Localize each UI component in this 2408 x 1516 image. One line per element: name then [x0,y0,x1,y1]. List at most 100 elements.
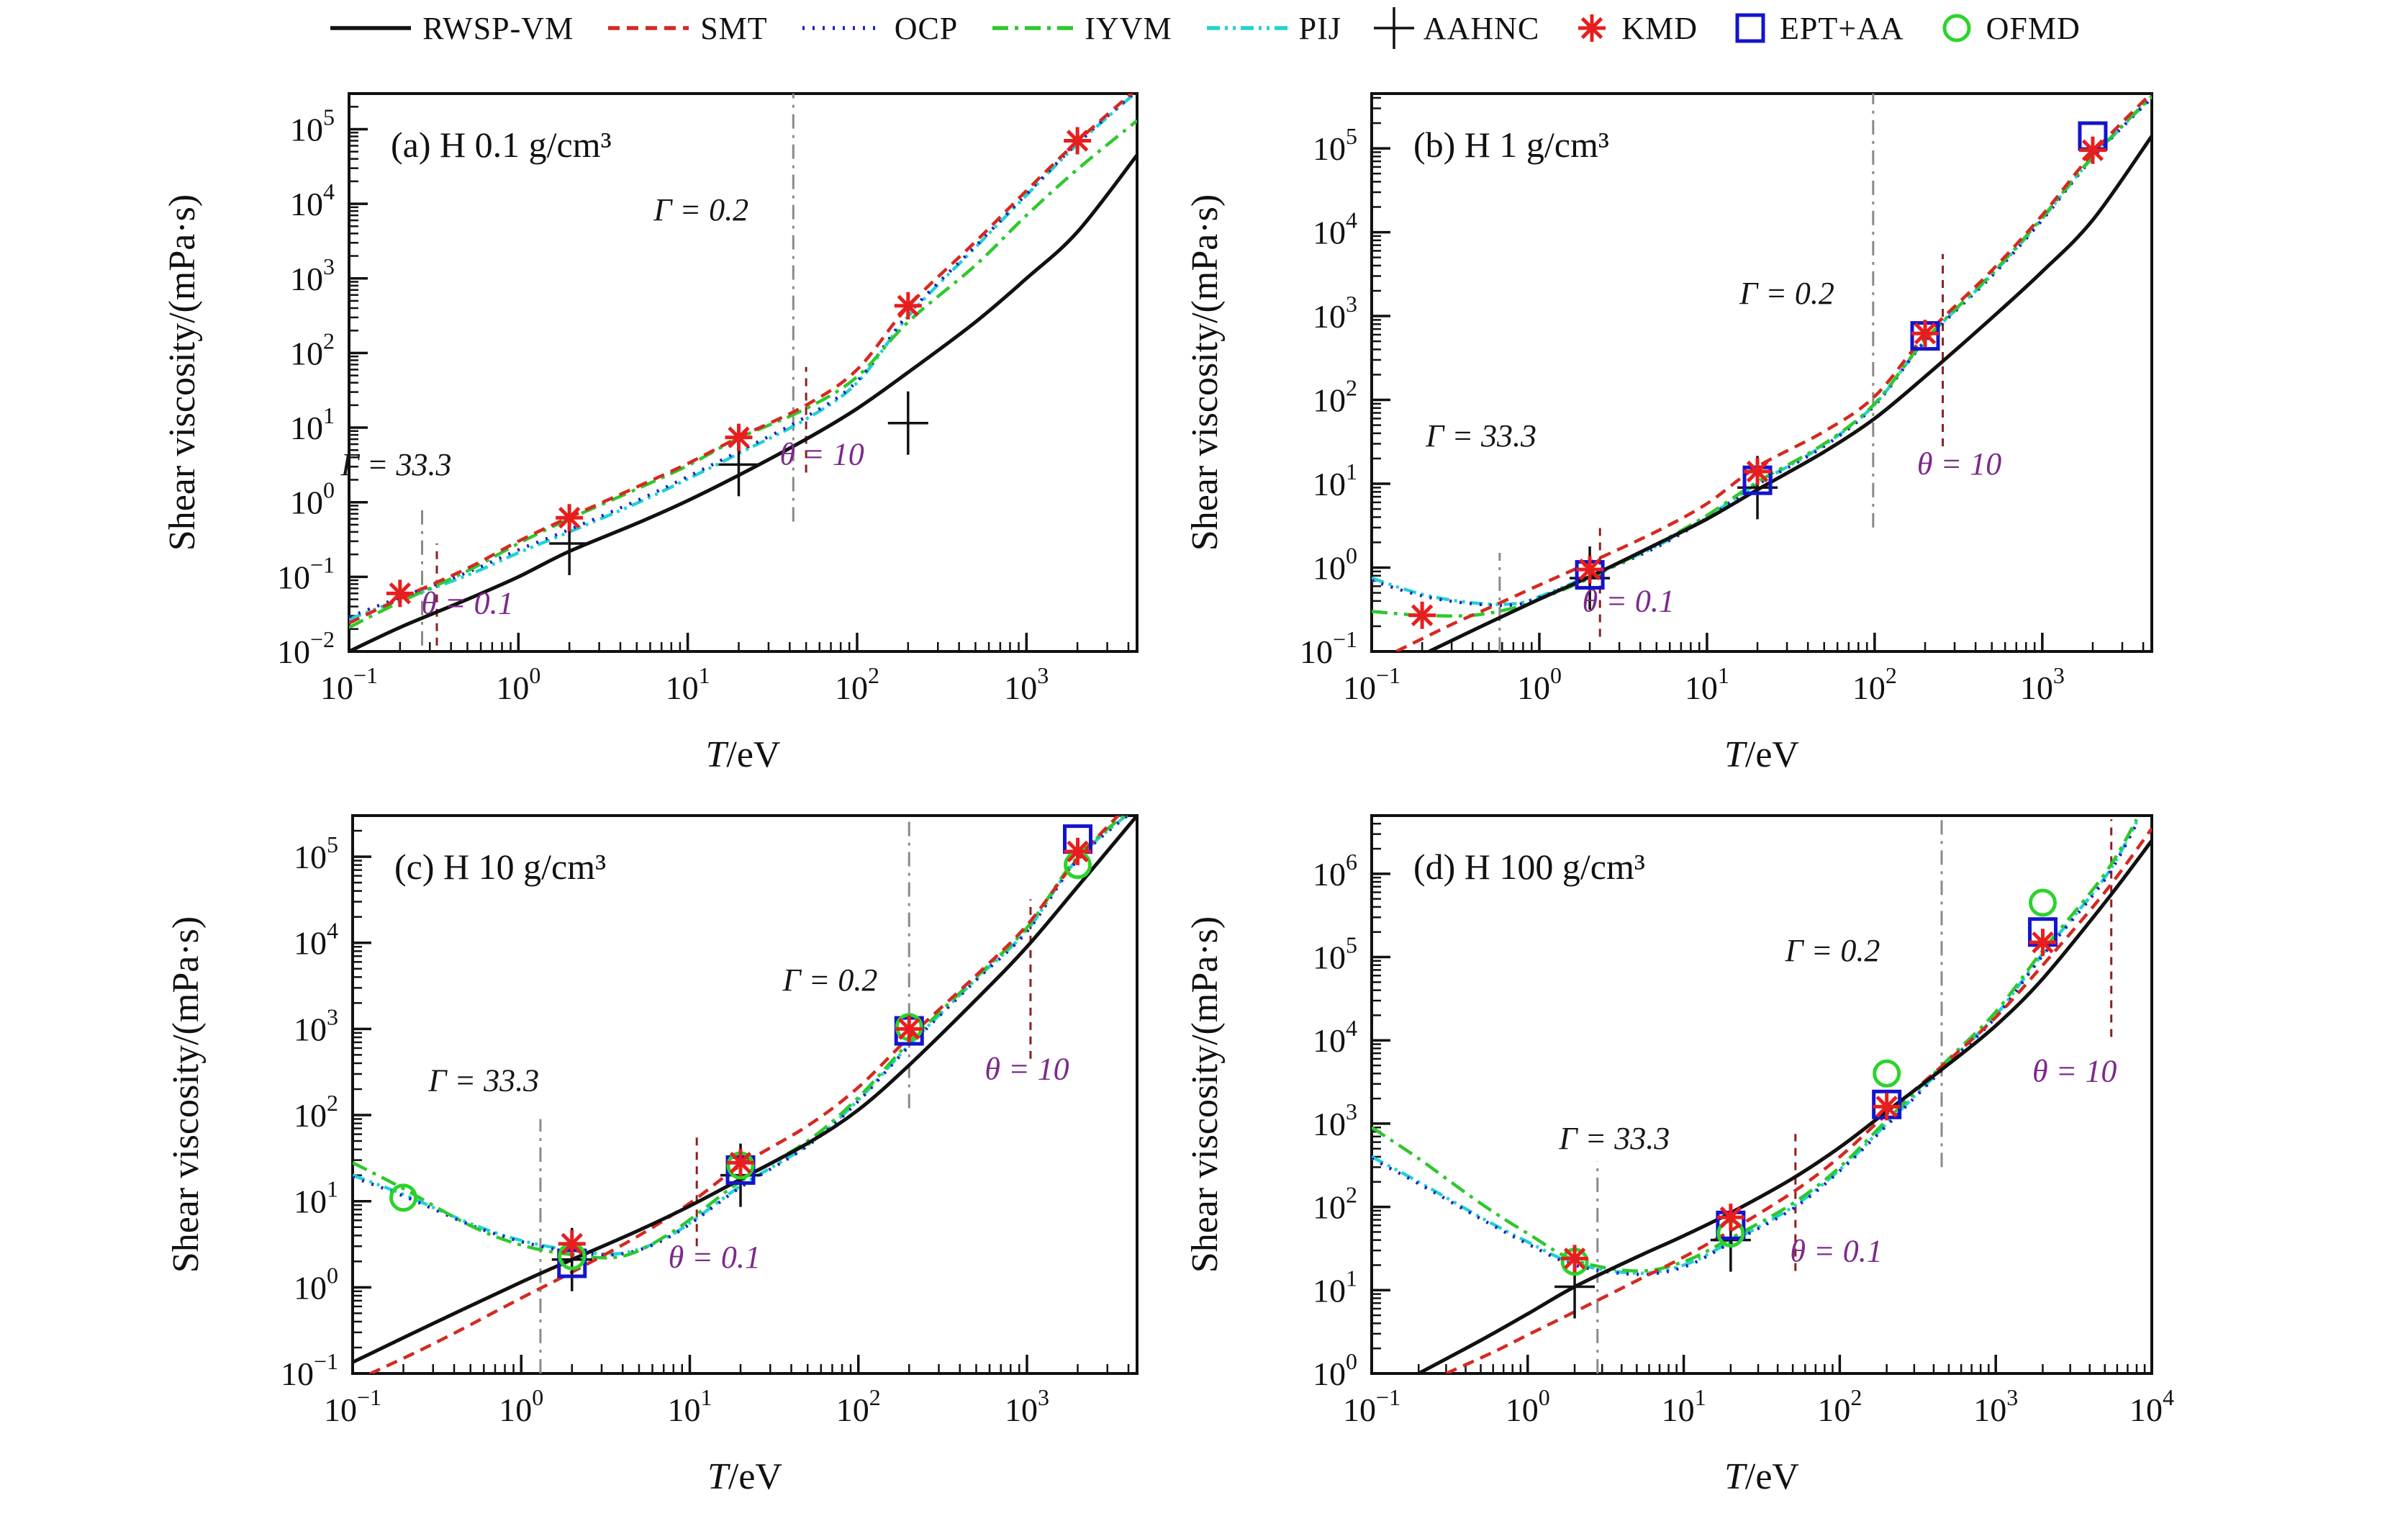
asterisk-marker-icon [1066,130,1089,152]
curve-RWSP-VM [353,816,1137,1364]
marker-KMD [894,292,922,320]
asterisk-marker-icon [558,507,581,529]
y-axis-label: Shear viscosity/(mPa·s) [162,194,203,551]
legend-item-label: EPT+AA [1780,10,1904,46]
annotation: Γ = 0.2 [782,962,878,998]
marker-KMD [2029,929,2057,957]
panel-title: (d) H 100 g/cm³ [1413,847,1645,887]
marker-KMD [725,423,753,451]
panel-title: (c) H 10 g/cm³ [394,847,606,887]
curve-PIJ [1372,96,2152,606]
asterisk-marker-icon [2081,139,2104,161]
curve-IYVM [349,119,1137,629]
plot-border [1370,814,2153,1375]
panel-title: (b) H 1 g/cm³ [1413,125,1609,165]
marker-KMD [2078,136,2106,164]
asterisk-marker-icon [1578,558,1601,581]
curve-SMT [1445,827,2152,1373]
y-tick-label: 10−1 [281,1348,338,1392]
axis-ticks [348,92,1130,653]
annotation: Γ = 33.3 [1425,418,1536,454]
y-tick-label: 101 [290,402,335,446]
y-tick-label: 104 [294,918,338,962]
y-tick-label: 104 [1313,1015,1357,1059]
marker-KMD [1561,1245,1589,1273]
x-tick-label: 101 [667,1384,712,1428]
legend-item-label: RWSP-VM [422,10,574,46]
curve-PIJ [349,94,1137,621]
asterisk-marker-icon [1914,322,1937,345]
panel-c: 10−1 100 101 102 103 10−1 100 101 102 103 104 105 Γ … [166,814,1139,1497]
y-tick-label: 10−2 [277,626,335,670]
marker-KMD [1576,556,1604,584]
curve-OCP [1372,96,2152,608]
curve-RWSP-VM [1418,839,2152,1373]
y-tick-label: 103 [290,253,335,297]
asterisk-marker-icon [1563,1247,1586,1270]
x-tick-label: 102 [1817,1384,1862,1428]
curves [353,816,1137,1373]
y-tick-label: 105 [290,104,335,148]
asterisk-marker-icon [561,1232,583,1255]
curves [1372,818,2152,1373]
legend-swatch [992,26,1074,30]
square-marker-icon [1735,13,1765,43]
y-tick-label: 101 [294,1176,338,1220]
curve-OCP [1372,823,2138,1276]
annotation: Γ = 0.2 [653,192,748,227]
asterisk-marker-icon [729,1151,752,1174]
markers [1408,121,2108,629]
legend-swatch [1942,14,1971,42]
y-axis-label: Shear viscosity/(mPa·s) [1185,916,1226,1273]
panel-title: (a) H 0.1 g/cm³ [391,125,612,165]
x-tick-label: 101 [1685,662,1729,706]
y-tick-label: 102 [1313,375,1357,419]
annotation: Γ = 0.2 [1739,276,1834,311]
y-tick-label: 102 [1313,1182,1357,1226]
marker-KMD [1716,1204,1744,1232]
annotation: θ = 0.1 [1790,1234,1882,1269]
legend: RWSP-VM SMT OCP IYVM PIJ AAHNC KMD EPT+AA OFMD [0,0,2408,56]
x-tick-label: 101 [1662,1384,1706,1428]
y-tick-label: 103 [1313,291,1357,335]
legend-item-OFMD: OFMD [1936,7,2081,49]
asterisk-marker-icon [1067,840,1089,863]
annotation: θ = 10 [779,436,864,472]
curve-OCP [349,94,1136,619]
axis-ticks [1370,814,2153,1375]
curve-SMT [1395,94,2152,651]
x-tick-label: 103 [2020,662,2065,706]
y-tick-label: 105 [1313,932,1357,976]
y-tick-label: 101 [1313,1265,1357,1309]
marker-KMD [1408,601,1436,629]
asterisk-marker-icon [1719,1206,1742,1229]
annotation: θ = 10 [2032,1053,2117,1088]
plot-border [1370,92,2153,653]
x-axis-label: T/eV [705,734,780,775]
y-tick-label: 103 [294,1003,338,1047]
markers [389,824,1093,1291]
x-tick-label: 103 [1973,1384,2018,1428]
plot-border [351,814,1139,1375]
annotation: θ = 0.1 [421,586,513,621]
marker-KMD [556,504,584,532]
marker-KMD [386,579,414,608]
marker-KMD [1064,127,1092,155]
y-tick-label: 106 [1313,849,1357,893]
x-tick-label: 100 [499,1384,543,1428]
y-axis-label: Shear viscosity/(mPa·s) [1185,194,1226,551]
panel-b: 10−1 100 101 102 103 10−1 100 101 102 103 104 105 Γ … [1185,92,2153,775]
annotation: Γ = 0.2 [1785,933,1880,968]
circle-marker-icon [389,1183,418,1212]
y-tick-label: 104 [1313,207,1357,251]
legend-swatch [1206,26,1287,30]
y-axis-label: Shear viscosity/(mPa·s) [166,916,207,1273]
x-tick-label: 100 [1506,1384,1550,1428]
panel-a: 10−1 100 101 102 10310−210−11001011021031041… [162,92,1139,775]
y-tick-label: 100 [1313,1348,1357,1392]
asterisk-marker-icon [389,582,412,605]
curve-IYVM [1372,94,2152,618]
y-tick-label: 103 [1313,1098,1357,1142]
x-axis-label: T/eV [1724,734,1799,775]
x-tick-label: 102 [1852,662,1897,706]
